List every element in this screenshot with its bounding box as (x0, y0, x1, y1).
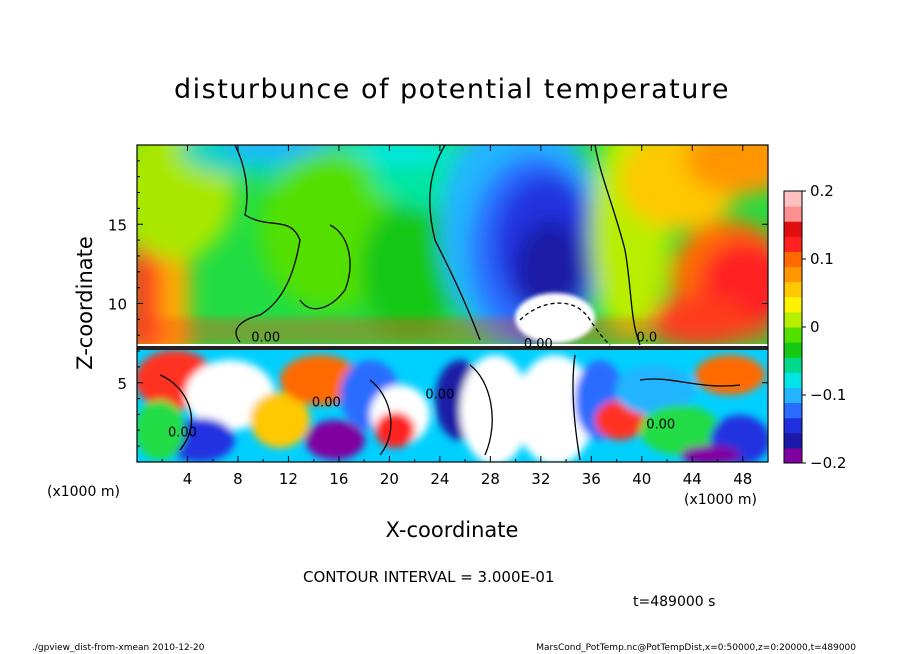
x-tick-label: 4 (183, 470, 193, 488)
x-unit-label: (x1000 m) (47, 484, 120, 500)
contour-labels: 0.00 0.00 0.00 0.00 0.00 0.00 0.0 (168, 331, 675, 441)
footer-right-text: MarsCond_PotTemp.nc@PotTempDist,x=0:5000… (536, 643, 856, 653)
colorbar-swatch (784, 402, 802, 419)
heatmap-field (137, 145, 768, 462)
colorbar-swatch (784, 251, 802, 268)
x-tick-label: 32 (531, 470, 550, 488)
colorbar-swatch (784, 191, 802, 207)
colorbar-swatch (784, 327, 802, 343)
y-tick-label: 15 (108, 216, 127, 234)
y-tick-label: 5 (117, 375, 127, 393)
colorbar-swatch (784, 296, 802, 313)
x-axis-ticks: 4 8 12 16 20 24 28 32 36 40 44 48 (161, 145, 752, 488)
colorbar-swatch (784, 266, 802, 283)
colorbar-tick-label: −0.2 (810, 454, 846, 472)
x-axis-title: X-coordinate (386, 518, 519, 542)
colorbar-swatch (784, 387, 802, 404)
x-tick-label: 12 (279, 470, 298, 488)
x-tick-label: 8 (233, 470, 243, 488)
x-tick-label: 40 (632, 470, 651, 488)
y-axis-ticks: 5 10 15 (108, 160, 768, 447)
y-tick-label: 10 (108, 296, 127, 314)
contour-label: 0.00 (524, 337, 553, 352)
x-tick-label: 24 (430, 470, 449, 488)
colorbar-swatch (784, 311, 802, 328)
contour-label: 0.00 (312, 396, 341, 411)
x-tick-label: 20 (380, 470, 399, 488)
contour-lines (159, 145, 741, 461)
colorbar-swatch (784, 417, 802, 434)
colorbar-swatch (784, 221, 802, 237)
time-stamp: t=489000 s (633, 594, 716, 610)
colorbar-tick-label: 0.1 (810, 250, 834, 268)
colorbar-swatch (784, 342, 802, 358)
y-axis-title: Z-coordinate (73, 236, 97, 370)
colorbar-swatch (784, 281, 802, 298)
colorbar-swatch (784, 432, 802, 449)
colorbar-tick-label: 0 (810, 318, 820, 336)
x-tick-label: 36 (582, 470, 601, 488)
colorbar-swatch (784, 236, 802, 252)
contour-interval-text: CONTOUR INTERVAL = 3.000E-01 (303, 568, 555, 586)
colorbar-tick-label: 0.2 (810, 182, 834, 200)
contour-label: 0.00 (251, 331, 280, 346)
colorbar-swatch (784, 357, 802, 373)
chart-title: disturbunce of potential temperature (174, 74, 730, 105)
contour-label: 0.00 (646, 418, 675, 433)
colorbar: 0.2 0.1 0 −0.1 −0.2 (783, 182, 846, 472)
x-unit-label-right: (x1000 m) (684, 492, 757, 508)
x-tick-label: 16 (329, 470, 348, 488)
x-tick-label: 48 (733, 470, 752, 488)
colorbar-swatch (784, 206, 802, 222)
colorbar-swatch (784, 372, 802, 388)
colorbar-tick-label: −0.1 (810, 386, 846, 404)
contour-label: 0.00 (168, 426, 197, 441)
contour-label: 0.0 (637, 331, 658, 346)
footer-left-text: ./gpview_dist-from-xmean 2010-12-20 (32, 643, 205, 653)
x-tick-label: 28 (481, 470, 500, 488)
contour-label: 0.00 (425, 388, 454, 403)
x-tick-label: 44 (683, 470, 702, 488)
colorbar-swatch (784, 447, 802, 464)
